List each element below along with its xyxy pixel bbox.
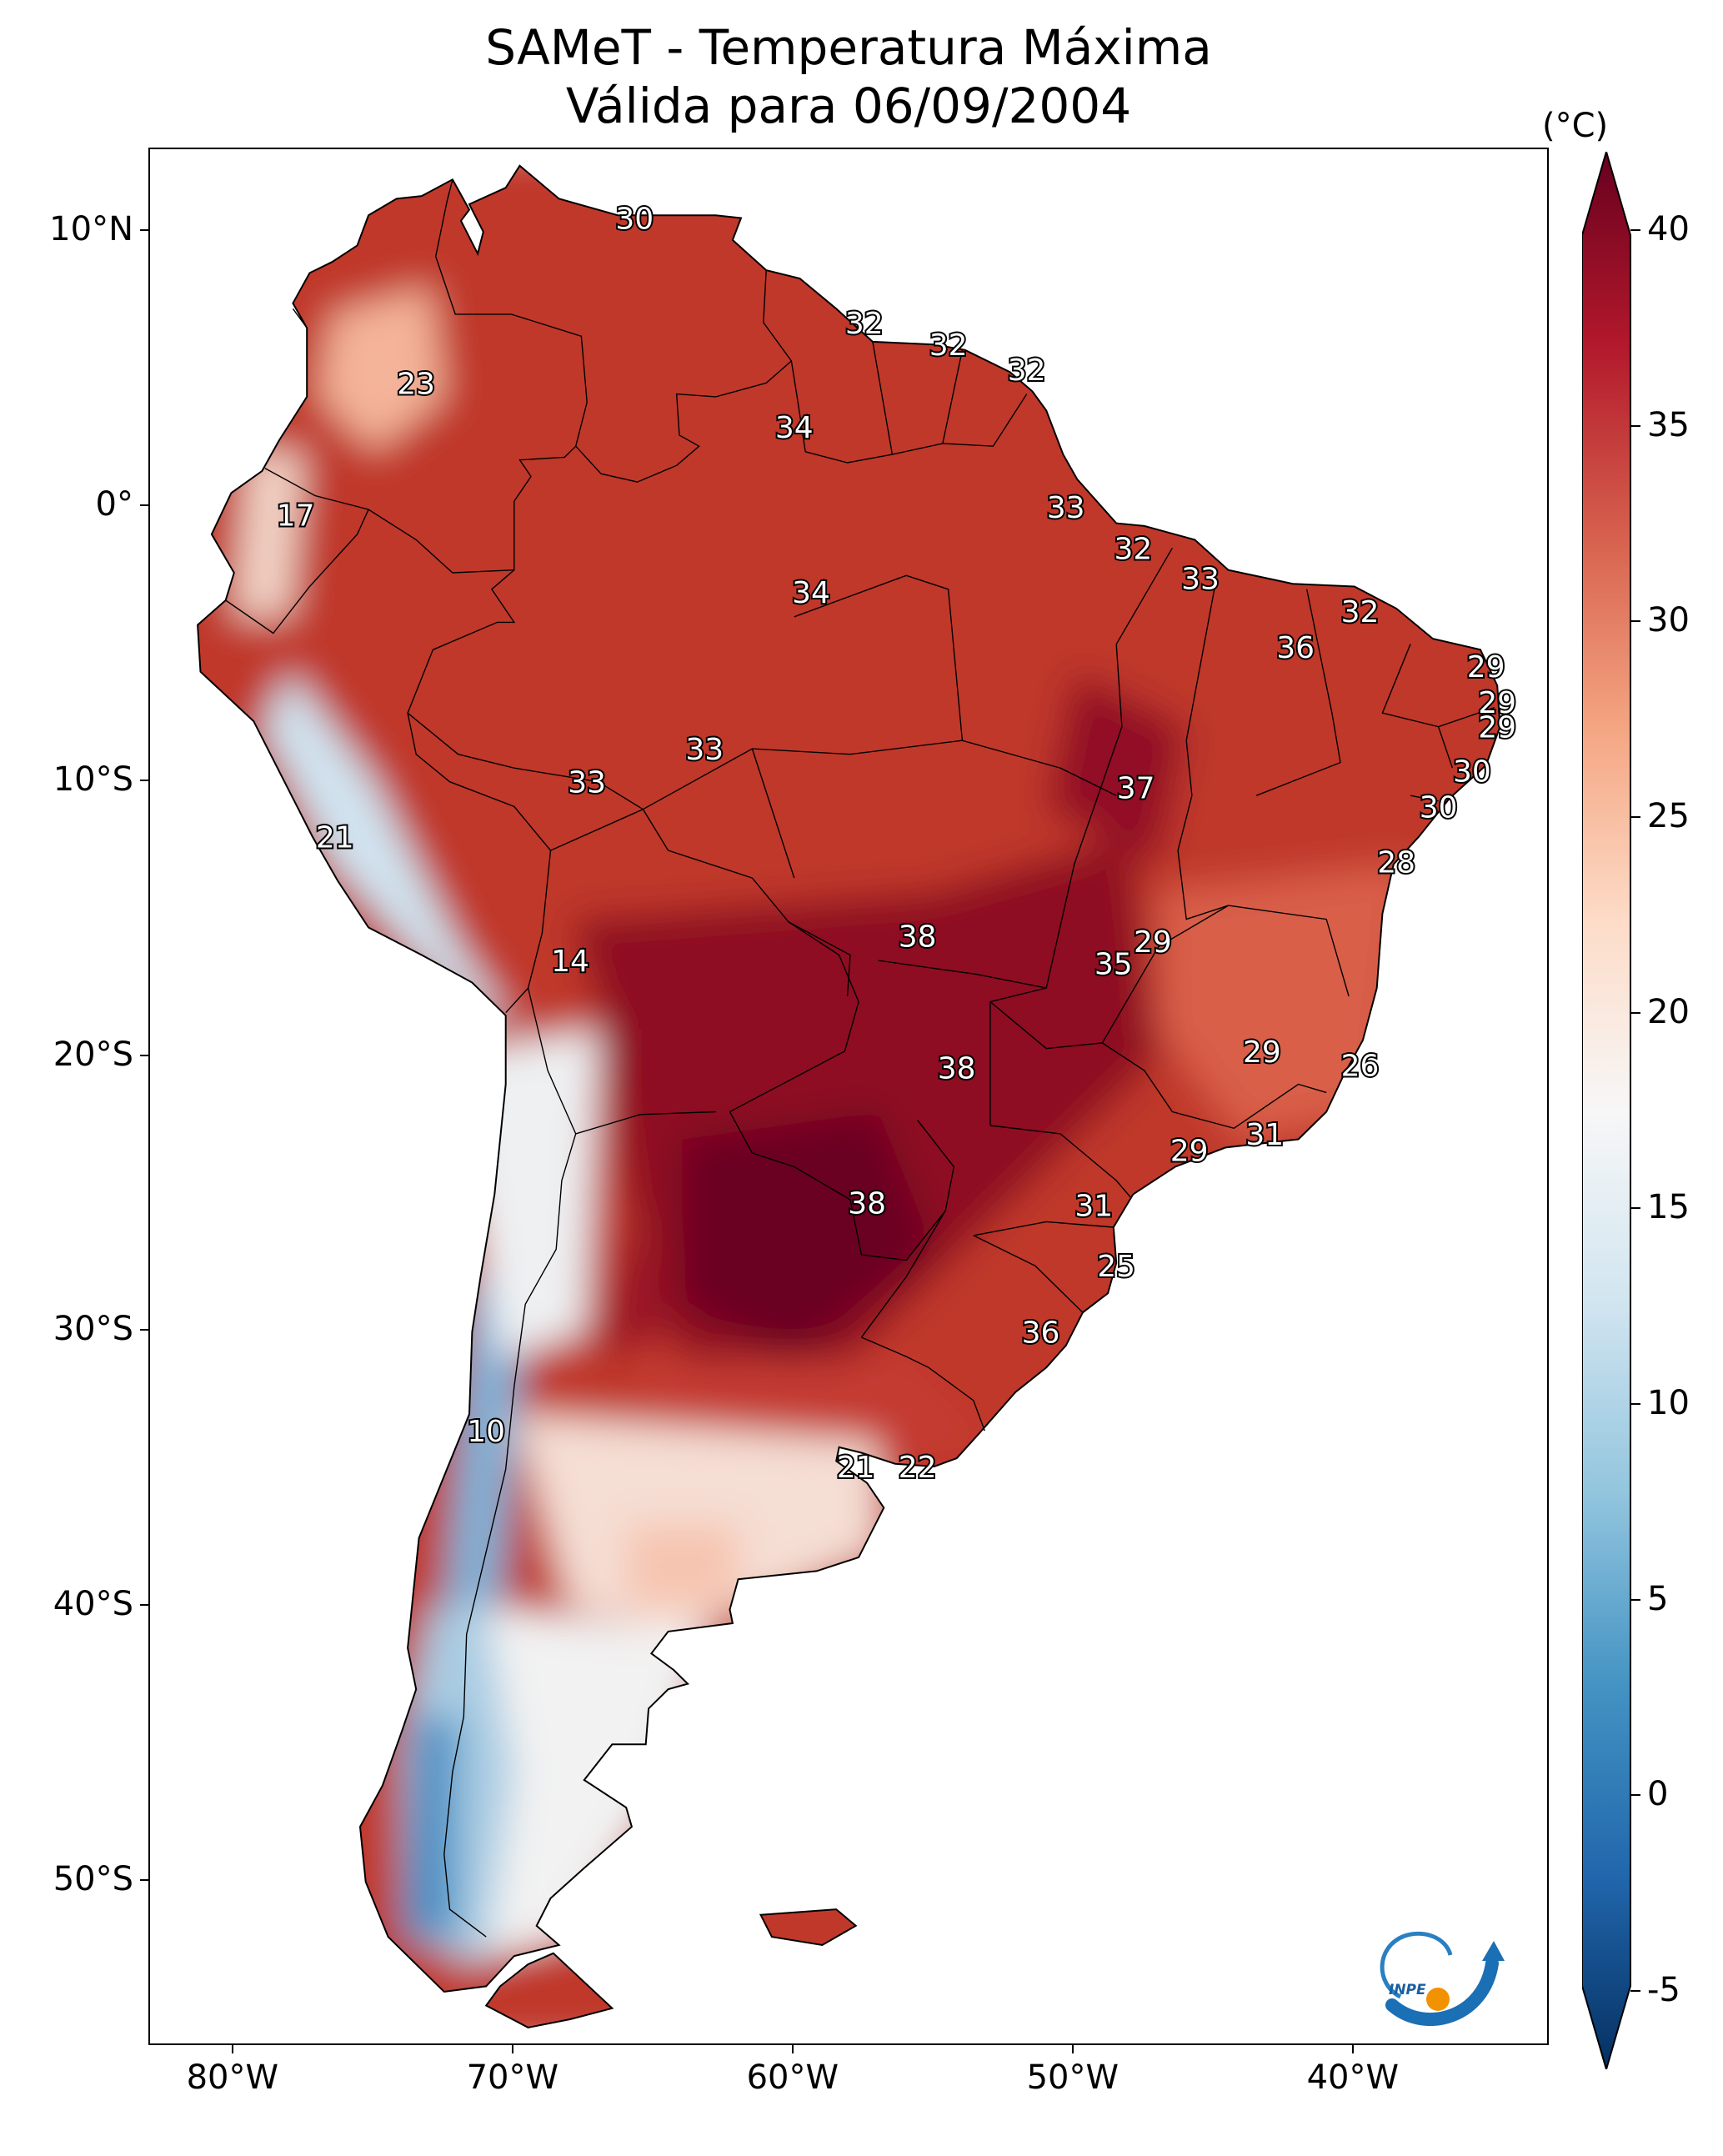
station-label: 30	[615, 203, 654, 237]
station-label: 22	[899, 1451, 937, 1485]
colorbar-tick	[1630, 1207, 1640, 1210]
colorbar-tick-label: 0	[1647, 1775, 1669, 1814]
colorbar-tick-label: -5	[1647, 1971, 1680, 2010]
lat-tick-mark	[140, 1604, 148, 1607]
colorbar-tick	[1630, 228, 1640, 231]
station-label: 29	[1243, 1035, 1281, 1070]
station-label: 14	[551, 945, 589, 979]
station-label: 23	[397, 367, 435, 401]
lat-tick-label: 50°S	[53, 1860, 133, 1899]
lat-tick-label: 10°N	[49, 209, 133, 248]
station-label: 38	[899, 920, 937, 954]
station-label: 38	[938, 1052, 976, 1086]
colorbar-tick-label: 40	[1647, 209, 1690, 248]
colorbar-tick-label: 10	[1647, 1384, 1690, 1423]
inpe-logo: INPE	[1380, 1931, 1505, 2026]
temperature-field	[198, 165, 1500, 2028]
colorbar-tick	[1630, 424, 1640, 427]
country-borders	[225, 179, 1495, 1938]
lat-tick-label: 40°S	[53, 1585, 133, 1624]
lat-tick-mark	[140, 1879, 148, 1882]
lon-tick-mark	[1351, 2045, 1354, 2053]
colorbar-tick	[1630, 1990, 1640, 1993]
station-label: 26	[1341, 1049, 1380, 1083]
colorbar-ramp	[1582, 152, 1631, 2069]
station-label: 31	[1074, 1190, 1113, 1224]
lon-tick-mark	[791, 2045, 794, 2053]
station-label: 29	[1478, 686, 1516, 720]
station-label: 29	[1134, 925, 1172, 960]
colorbar-tick	[1630, 815, 1640, 818]
logo-text: INPE	[1389, 1982, 1426, 1998]
lon-tick-label: 40°W	[1306, 2058, 1400, 2097]
colorbar-tick-label: 20	[1647, 992, 1690, 1031]
colorbar-tick	[1630, 620, 1640, 623]
colorbar	[1582, 152, 1631, 2069]
lat-tick-mark	[140, 1329, 148, 1331]
station-label: 34	[775, 411, 814, 445]
station-label: 33	[1181, 563, 1220, 597]
lon-tick-mark	[511, 2045, 513, 2053]
station-label: 30	[1420, 790, 1458, 825]
station-label: 37	[1117, 771, 1155, 805]
station-label: 36	[1022, 1316, 1060, 1350]
station-label: 28	[1377, 845, 1415, 880]
colorbar-tick	[1630, 1598, 1640, 1601]
lat-tick-mark	[140, 228, 148, 231]
colorbar-tick	[1630, 1794, 1640, 1797]
station-label: 32	[929, 328, 968, 363]
station-label: 32	[845, 307, 884, 341]
chart-title: SAMeT - Temperatura Máxima Válida para 0…	[148, 18, 1549, 135]
lon-tick-mark	[1071, 2045, 1074, 2053]
station-label: 31	[1245, 1118, 1284, 1152]
title-line-2: Válida para 06/09/2004	[565, 78, 1132, 134]
station-label: 33	[568, 766, 606, 800]
colorbar-tick-label: 35	[1647, 405, 1690, 444]
station-label: 36	[1276, 631, 1315, 665]
station-label: 25	[1097, 1250, 1135, 1284]
station-label: 21	[837, 1451, 875, 1485]
lat-tick-label: 20°S	[53, 1035, 133, 1074]
lat-tick-label: 0°	[95, 484, 133, 524]
colorbar-tick-label: 5	[1647, 1579, 1669, 1618]
lon-tick-label: 60°W	[746, 2058, 839, 2097]
colorbar-tick-label: 15	[1647, 1188, 1690, 1227]
lat-tick-mark	[140, 504, 148, 506]
lat-tick-mark	[140, 1054, 148, 1056]
station-label: 32	[1008, 353, 1046, 388]
lat-tick-label: 30°S	[53, 1310, 133, 1349]
lat-tick-label: 10°S	[53, 760, 133, 799]
station-label: 17	[277, 499, 315, 534]
lon-tick-mark	[231, 2045, 233, 2053]
coastline	[197, 164, 1501, 2028]
lon-tick-label: 50°W	[1026, 2058, 1119, 2097]
station-label: 30	[1453, 755, 1491, 790]
station-label: 34	[792, 576, 830, 610]
station-label: 38	[848, 1186, 886, 1221]
map-panel[interactable]: 30 23 32 32 32 34 17 33 32 33 34 32 36 29 29 29 33 30 33 37…	[148, 148, 1549, 2045]
station-label: 32	[1114, 532, 1152, 566]
station-label: 29	[1467, 650, 1505, 684]
colorbar-tick	[1630, 1403, 1640, 1406]
colorbar-tick-label: 30	[1647, 601, 1690, 640]
station-label: 32	[1341, 595, 1380, 629]
title-line-1: SAMeT - Temperatura Máxima	[485, 19, 1212, 76]
colorbar-unit: (°C)	[1542, 107, 1609, 145]
colorbar-tick-label: 25	[1647, 796, 1690, 835]
station-label: 29	[1478, 711, 1516, 745]
station-label: 10	[467, 1415, 505, 1449]
station-label: 33	[685, 733, 724, 767]
station-label: 21	[316, 821, 354, 855]
lon-tick-label: 70°W	[466, 2058, 559, 2097]
colorbar-tick	[1630, 1011, 1640, 1014]
lat-tick-mark	[140, 779, 148, 781]
lon-tick-label: 80°W	[186, 2058, 279, 2097]
station-label: 33	[1047, 491, 1085, 525]
station-label: 35	[1094, 947, 1133, 981]
station-label: 29	[1170, 1135, 1209, 1169]
